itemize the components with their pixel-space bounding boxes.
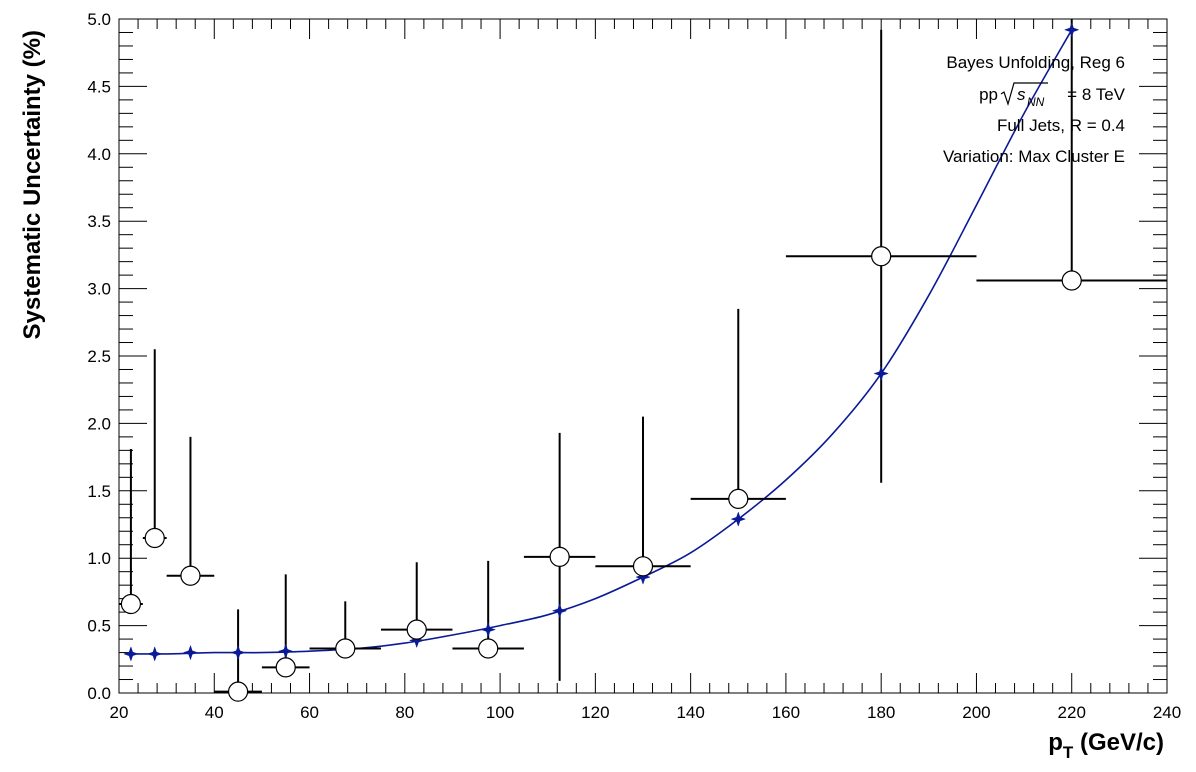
- y-tick-label: 1.0: [87, 549, 111, 568]
- star-marker: [730, 511, 747, 527]
- x-tick-label: 20: [110, 703, 129, 722]
- y-tick-label: 4.5: [87, 77, 111, 96]
- circle-marker: [227, 681, 249, 702]
- x-tick-label: 100: [486, 703, 514, 722]
- circle-marker: [120, 593, 142, 615]
- x-tick-label: 140: [676, 703, 704, 722]
- x-tick-label: 220: [1058, 703, 1086, 722]
- annotation-line-3: Full Jets, R = 0.4: [997, 116, 1125, 135]
- star-marker: [123, 646, 139, 662]
- y-tick-label: 3.5: [87, 212, 111, 231]
- y-tick-labels: 0.0 0.5 1.0 1.5 2.0 2.5 3.0 3.5 4.0 4.5 5.0: [87, 10, 111, 703]
- circle-marker: [871, 246, 892, 267]
- x-axis-title-sub: T: [1063, 743, 1074, 762]
- x-tick-label: 120: [581, 703, 609, 722]
- y-tick-label: 5.0: [87, 10, 111, 29]
- star-marker-layer: [123, 22, 1080, 662]
- annotation-nn-sub: NN: [1027, 95, 1045, 109]
- fit-curve: [128, 29, 1073, 655]
- x-tick-label: 80: [395, 703, 414, 722]
- y-tick-label: 3.0: [87, 280, 111, 299]
- y-tick-label: 4.0: [87, 145, 111, 164]
- star-marker: [408, 632, 425, 649]
- y-tick-label: 0.5: [87, 617, 111, 636]
- x-axis-title-p: p: [1048, 729, 1063, 756]
- annotation-line-4: Variation: Max Cluster E: [943, 147, 1125, 166]
- star-marker: [480, 621, 496, 638]
- x-tick-labels: 20 40 60 80 100 120 140 160 180 200 220 240: [110, 703, 1182, 722]
- y-axis-title: Systematic Uncertainty (%): [19, 30, 46, 339]
- x-tick-label: 160: [772, 703, 800, 722]
- circle-marker: [549, 546, 570, 567]
- star-marker: [1063, 22, 1080, 38]
- x-tick-label: 40: [205, 703, 224, 722]
- star-marker: [230, 644, 246, 661]
- circle-marker: [728, 488, 749, 509]
- star-marker: [551, 603, 568, 619]
- circle-marker: [632, 556, 654, 577]
- x-tick-label: 240: [1153, 703, 1181, 722]
- annotation-s: s: [1017, 85, 1026, 104]
- x-tick-label: 180: [867, 703, 895, 722]
- circle-marker: [478, 638, 499, 659]
- circle-marker-layer: [120, 246, 1082, 702]
- star-marker: [182, 644, 199, 661]
- axis-ticks: [118, 18, 1168, 694]
- circle-marker: [180, 565, 201, 586]
- y-tick-label: 2.5: [87, 347, 111, 366]
- x-axis-title: pT (GeV/c): [1048, 729, 1164, 762]
- circle-marker: [335, 638, 356, 659]
- annotation-line-2: pp s NN = 8 TeV: [979, 82, 1126, 109]
- y-tick-label: 0.0: [87, 684, 111, 703]
- circle-marker: [406, 619, 427, 640]
- x-tick-label: 200: [962, 703, 990, 722]
- x-axis-title-unit: (GeV/c): [1073, 729, 1164, 756]
- star-marker: [635, 569, 651, 585]
- star-marker: [277, 643, 294, 659]
- circle-marker: [144, 527, 165, 549]
- x-tick-label: 60: [300, 703, 319, 722]
- y-tick-label: 2.0: [87, 414, 111, 433]
- circle-marker: [275, 657, 296, 678]
- sqrt-symbol-icon: [1000, 82, 1048, 107]
- annotation-energy: = 8 TeV: [1067, 85, 1125, 104]
- star-marker: [146, 646, 163, 662]
- fit-curve-layer: [128, 29, 1073, 655]
- y-tick-label: 1.5: [87, 482, 111, 501]
- star-marker: [873, 365, 889, 382]
- legend-annotations: Bayes Unfolding, Reg 6 pp s NN = 8 TeV F…: [943, 53, 1126, 166]
- annotation-pp-prefix: pp: [979, 85, 998, 104]
- circle-marker: [1061, 270, 1082, 291]
- annotation-line-1: Bayes Unfolding, Reg 6: [946, 53, 1125, 72]
